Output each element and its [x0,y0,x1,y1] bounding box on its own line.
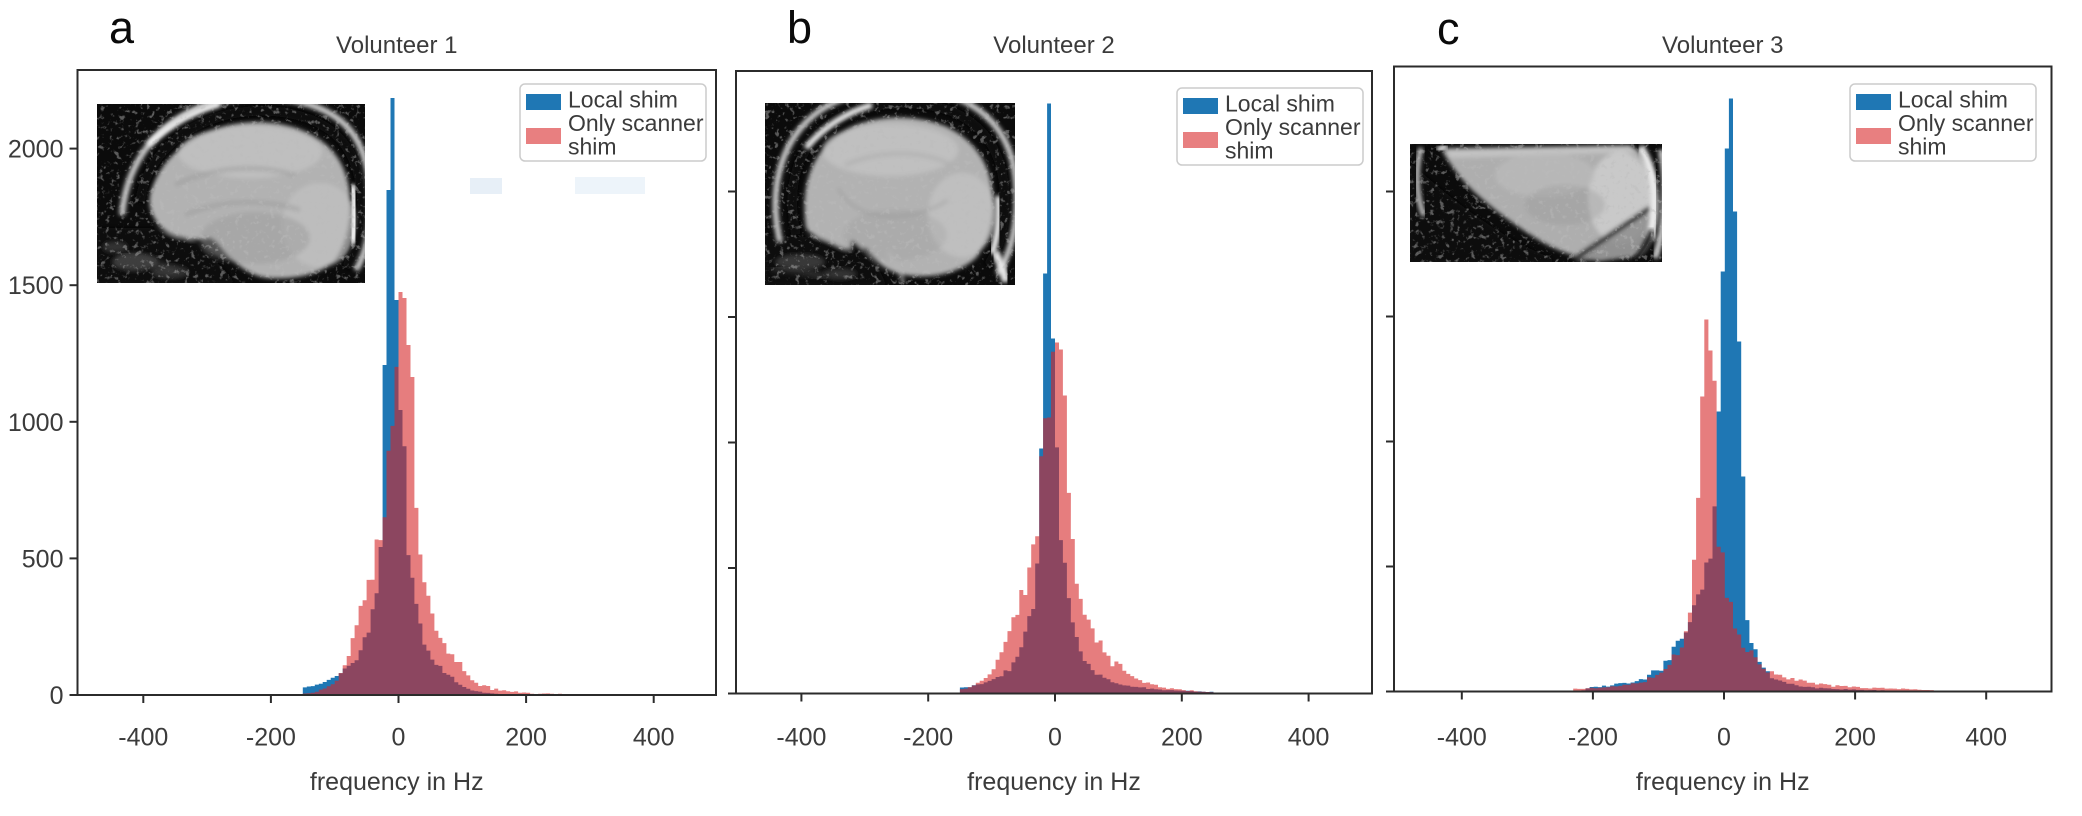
svg-text:1000: 1000 [8,409,64,437]
svg-text:Volunteer 2: Volunteer 2 [993,32,1114,59]
svg-text:2000: 2000 [8,136,64,164]
svg-text:b: b [787,2,812,53]
svg-text:frequency in Hz: frequency in Hz [1636,768,1810,796]
svg-text:Only scanner: Only scanner [568,110,704,136]
svg-text:shim: shim [1225,138,1274,164]
svg-text:a: a [109,2,135,53]
svg-text:shim: shim [568,134,617,160]
svg-text:0: 0 [392,724,406,752]
svg-text:Local shim: Local shim [1225,91,1335,117]
svg-text:c: c [1437,3,1460,54]
svg-text:400: 400 [1288,724,1330,752]
svg-text:400: 400 [633,724,675,752]
svg-text:Only scanner: Only scanner [1898,110,2034,136]
svg-text:Only scanner: Only scanner [1225,114,1361,140]
svg-text:0: 0 [1717,724,1731,752]
svg-text:200: 200 [1834,724,1876,752]
svg-text:shim: shim [1898,134,1947,160]
svg-text:200: 200 [505,724,547,752]
svg-text:500: 500 [22,545,64,573]
svg-text:Volunteer 1: Volunteer 1 [336,32,457,59]
svg-text:frequency in Hz: frequency in Hz [310,768,484,796]
svg-text:-400: -400 [1437,724,1487,752]
svg-text:400: 400 [1965,724,2007,752]
svg-text:Local shim: Local shim [568,87,678,113]
svg-text:-200: -200 [903,724,953,752]
svg-text:200: 200 [1161,724,1203,752]
svg-text:0: 0 [1048,724,1062,752]
svg-text:frequency in Hz: frequency in Hz [967,768,1141,796]
svg-text:-400: -400 [776,724,826,752]
svg-text:Local shim: Local shim [1898,87,2008,113]
svg-text:0: 0 [50,682,64,710]
svg-text:1500: 1500 [8,272,64,300]
svg-text:-200: -200 [246,724,296,752]
svg-text:-400: -400 [118,724,168,752]
svg-text:Volunteer 3: Volunteer 3 [1662,32,1783,59]
svg-text:-200: -200 [1568,724,1618,752]
